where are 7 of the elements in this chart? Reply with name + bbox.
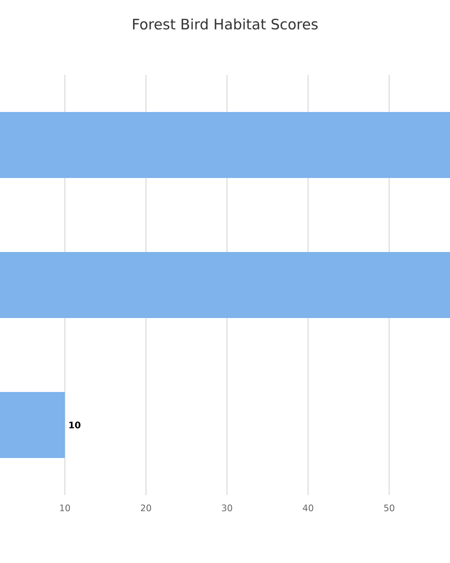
x-tick-label: 10 (60, 504, 70, 512)
x-tick-label: 40 (302, 504, 314, 512)
x-tick-label: 50 (384, 504, 394, 512)
x-tick-label: 30 (222, 504, 232, 512)
chart-title: Forest Bird Habitat Scores (133, 18, 318, 30)
data-label: 10 (69, 422, 80, 428)
x-tick-label: 20 (140, 504, 152, 512)
